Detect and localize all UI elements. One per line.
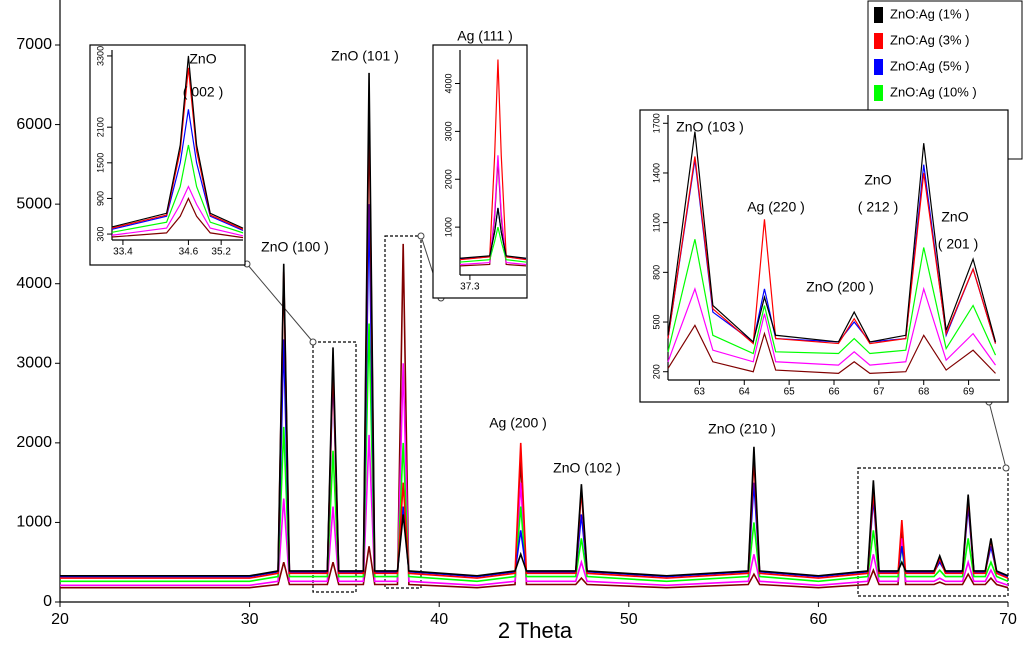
annotation: ZnO (103 ) [676,119,744,135]
series-line [667,156,997,345]
series-line [60,72,1009,577]
legend-swatch [874,85,883,101]
series-line [459,207,527,259]
annotation: ZnO (102 ) [553,460,621,476]
x-tick-label: 67 [873,387,885,398]
y-tick-label: 900 [95,191,105,206]
x-tick-label: 68 [918,387,930,398]
x-tick-label: 64 [739,387,751,398]
y-tick-label: 2000 [16,434,52,451]
legend-swatch [874,59,883,75]
annotation: ZnO (101 ) [331,48,399,64]
y-tick-label: 200 [651,364,661,379]
zoom-box [312,341,357,593]
annotation: ( 201 ) [938,236,978,252]
annotation: ZnO [941,209,968,225]
series-line [60,243,1009,589]
series-line [60,323,1009,583]
y-tick-label: 1400 [651,163,661,183]
x-tick-label: 20 [51,611,69,628]
y-tick-label: 1700 [651,113,661,133]
y-tick-label: 500 [651,315,661,330]
annotation: Ag (220 ) [747,199,805,215]
legend-swatch [874,7,883,23]
zoom-box [857,467,1009,597]
series-line [667,324,996,374]
x-tick-label: 37.3 [460,282,480,293]
series-line [459,59,527,261]
x-tick-label: 34.6 [179,247,199,258]
legend-label: ZnO:Ag (1% ) [890,6,969,21]
connector [246,263,314,343]
series-line [667,131,997,344]
y-tick-label: 6000 [16,116,52,133]
y-tick-label: 3300 [95,46,105,66]
y-tick-label: 1000 [443,217,453,237]
x-axis-label: 2 Theta [498,618,573,643]
y-tick-label: 4000 [443,73,453,93]
series-line [111,55,244,229]
y-tick-label: 3000 [16,355,52,372]
y-tick-label: 0 [43,593,52,610]
series-line [459,155,527,266]
annotation: ( 212 ) [858,199,898,215]
y-tick-label: 3000 [443,121,453,141]
series-line [111,144,244,234]
series-line [60,363,1009,587]
x-tick-label: 33.4 [113,247,133,258]
x-tick-label: 60 [810,611,828,628]
inset-frame [639,109,1009,403]
annotation: Ag (200 ) [489,415,547,431]
y-tick-label: 1100 [651,213,661,232]
legend-label: ZnO:Ag (3% ) [890,32,969,47]
zoom-box [384,235,422,589]
y-tick-label: 2100 [95,117,105,137]
y-tick-label: 300 [95,227,105,242]
annotation: ZnO [189,51,216,67]
series-line [459,226,527,263]
connector-dot [309,338,317,346]
legend-label: ZnO:Ag (10% ) [890,84,977,99]
y-tick-label: 1000 [16,514,52,531]
series-line [111,197,244,239]
series-line [667,286,996,366]
y-tick-label: 4000 [16,275,52,292]
y-tick-label: 800 [651,265,661,280]
x-tick-label: 40 [430,611,448,628]
legend-swatch [874,33,883,49]
y-tick-label: 5000 [16,195,52,212]
annotation: ZnO [864,172,891,188]
y-tick-label: 2000 [443,169,453,189]
annotation: ZnO (200 ) [806,279,874,295]
x-tick-label: 66 [828,387,840,398]
x-tick-label: 69 [963,387,975,398]
connector-dot [417,232,425,240]
series-line [111,67,244,230]
legend-label: ZnO:Ag (5% ) [890,58,969,73]
series-line [667,239,997,356]
annotation: ZnO (100 ) [261,239,329,255]
y-tick-label: 7000 [16,36,52,53]
connector-dot [1002,464,1010,472]
annotation: ( 002 ) [183,84,223,100]
x-tick-label: 35.2 [211,247,231,258]
x-tick-label: 30 [241,611,259,628]
series-line [111,109,244,232]
inset-frame [432,44,528,299]
annotation: Ag (111 ) [457,28,513,44]
y-tick-label: 1500 [95,153,105,173]
connector [988,401,1007,469]
x-tick-label: 70 [999,611,1017,628]
x-tick-label: 50 [620,611,638,628]
series-line [111,185,244,237]
x-tick-label: 65 [784,387,796,398]
x-tick-label: 63 [694,387,706,398]
annotation: ZnO (210 ) [708,421,776,437]
